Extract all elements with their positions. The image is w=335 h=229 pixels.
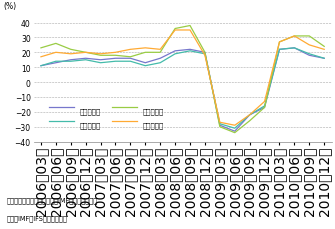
- 新興国輸入: [143, 47, 147, 50]
- 新興国輸入: [277, 41, 281, 44]
- 新興国輸出: [218, 126, 222, 128]
- 新興国輸出: [307, 35, 311, 38]
- 先進国輸出: [39, 65, 43, 68]
- 新興国輸出: [322, 46, 326, 49]
- 先進国輸出: [233, 130, 237, 133]
- 新興国輸入: [322, 49, 326, 52]
- 先進国輸出: [128, 58, 132, 60]
- 新興国輸出: [128, 56, 132, 59]
- 先進国輸入: [173, 53, 177, 56]
- 先進国輸出: [158, 58, 162, 60]
- 先進国輸出: [263, 106, 267, 109]
- 新興国輸出: [263, 106, 267, 109]
- 先進国輸入: [128, 61, 132, 63]
- 先進国輸入: [292, 47, 296, 50]
- 先進国輸入: [39, 65, 43, 68]
- 新興国輸入: [54, 52, 58, 55]
- 先進国輸出: [188, 49, 192, 52]
- 先進国輸入: [114, 61, 118, 63]
- 先進国輸出: [218, 124, 222, 127]
- Line: 新興国輸入: 新興国輸入: [41, 31, 324, 126]
- 新興国輸入: [263, 101, 267, 103]
- 先進国輸入: [203, 53, 207, 56]
- 新興国輸出: [39, 47, 43, 50]
- 新興国輸入: [233, 124, 237, 127]
- Line: 先進国輸出: 先進国輸出: [41, 49, 324, 132]
- 新興国輸出: [143, 52, 147, 55]
- 新興国輸出: [69, 49, 73, 52]
- Text: (%): (%): [4, 2, 17, 11]
- 先進国輸入: [218, 123, 222, 125]
- Text: 資料：IMF「IFS」から作成。: 資料：IMF「IFS」から作成。: [7, 215, 68, 221]
- 新興国輸出: [203, 52, 207, 55]
- 先進国輸入: [263, 105, 267, 108]
- 先進国輸入: [54, 61, 58, 63]
- 先進国輸入: [98, 62, 103, 65]
- 先進国輸出: [173, 50, 177, 53]
- 新興国輸入: [218, 121, 222, 124]
- 新興国輸出: [158, 52, 162, 55]
- 先進国輸入: [69, 61, 73, 63]
- 新興国輸出: [84, 52, 88, 55]
- 先進国輸入: [277, 49, 281, 52]
- 新興国輸入: [292, 35, 296, 38]
- 新興国輸出: [98, 55, 103, 57]
- 先進国輸出: [307, 55, 311, 57]
- 先進国輸出: [277, 49, 281, 52]
- 先進国輸入: [307, 53, 311, 56]
- 先進国輸出: [203, 52, 207, 55]
- 新興国輸入: [114, 52, 118, 55]
- 先進国輸入: [248, 114, 252, 117]
- 先進国輸出: [84, 58, 88, 60]
- 新興国輸入: [158, 49, 162, 52]
- 新興国輸入: [98, 53, 103, 56]
- 新興国輸出: [233, 132, 237, 134]
- 新興国輸入: [203, 55, 207, 57]
- 先進国輸入: [158, 62, 162, 65]
- 新興国輸出: [277, 41, 281, 44]
- Line: 新興国輸出: 新興国輸出: [41, 26, 324, 133]
- 新興国輸出: [173, 28, 177, 31]
- 先進国輸出: [114, 58, 118, 60]
- Line: 先進国輸入: 先進国輸入: [41, 49, 324, 129]
- 新興国輸出: [188, 25, 192, 28]
- 先進国輸出: [292, 47, 296, 50]
- 新興国輸出: [114, 55, 118, 57]
- 新興国輸入: [128, 49, 132, 52]
- 先進国輸出: [69, 59, 73, 62]
- 先進国輸出: [143, 62, 147, 65]
- 新興国輸出: [54, 43, 58, 46]
- 先進国輸入: [84, 59, 88, 62]
- 新興国輸出: [292, 35, 296, 38]
- 新興国輸入: [188, 30, 192, 32]
- 新興国輸入: [69, 53, 73, 56]
- 新興国輸入: [39, 56, 43, 59]
- Legend: 先進国輸出, 先進国輸入, 新興国輸出, 新興国輸入: 先進国輸出, 先進国輸入, 新興国輸出, 新興国輸入: [44, 97, 169, 134]
- 新興国輸入: [173, 30, 177, 32]
- 新興国輸入: [248, 114, 252, 117]
- 先進国輸出: [54, 62, 58, 65]
- 先進国輸入: [322, 58, 326, 60]
- 先進国輸入: [233, 127, 237, 130]
- Text: 備考：先進国及び新興国は、IMFの定義による。: 備考：先進国及び新興国は、IMFの定義による。: [7, 196, 98, 203]
- 新興国輸入: [307, 44, 311, 47]
- 先進国輸入: [143, 65, 147, 68]
- 先進国輸出: [98, 59, 103, 62]
- 新興国輸出: [248, 120, 252, 123]
- 先進国輸出: [248, 114, 252, 117]
- 先進国輸入: [188, 50, 192, 53]
- 新興国輸入: [84, 52, 88, 55]
- 先進国輸出: [322, 58, 326, 60]
